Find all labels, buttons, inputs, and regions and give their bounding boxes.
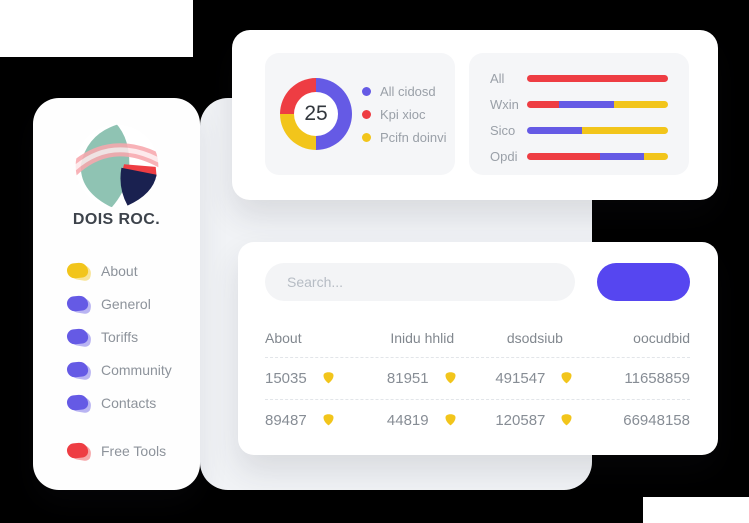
sidebar-nav: About Generol Toriffs Community Contacts Free… <box>33 254 200 467</box>
column-header: dsodsiub <box>506 330 563 346</box>
table-card: About Inidu hhlid dsodsiub oocudbid 15035 819… <box>238 242 718 455</box>
shield-icon <box>321 371 336 386</box>
table-cell: 11658859 <box>592 370 690 387</box>
legend-dot-icon <box>362 86 371 96</box>
bar-segment <box>527 74 668 82</box>
legend-label: Pcifn doinvi <box>380 129 447 145</box>
menu-blob-icon <box>67 329 88 344</box>
legend-item: Kpi xioc <box>362 107 446 122</box>
bar-row-opdi: Opdi <box>490 147 668 166</box>
sidebar-item-free-tools[interactable]: Free Tools <box>33 434 200 467</box>
table-cell: 66948158 <box>592 412 690 429</box>
bar-track <box>527 100 668 108</box>
cell-value: 491547 <box>495 370 546 387</box>
bar-track <box>527 126 668 134</box>
bar-segment <box>614 100 668 108</box>
shield-icon <box>559 413 574 428</box>
shield-icon <box>559 371 574 386</box>
cell-value: 120587 <box>495 411 546 429</box>
table-cell: 15035 <box>265 370 367 387</box>
stats-card: 25 All cidosd Kpi xioc Pcifn doinvi All Wxi… <box>232 30 718 200</box>
sidebar-item-label: Community <box>101 361 172 378</box>
legend-item: Pcifn doinvi <box>362 130 446 145</box>
table-toolbar <box>265 263 690 301</box>
bar-segment <box>644 152 668 160</box>
primary-action-button[interactable] <box>597 263 690 301</box>
brand-logo <box>73 122 161 210</box>
donut-chart-panel: 25 All cidosd Kpi xioc Pcifn doinvi <box>265 53 455 175</box>
bar-segment <box>581 126 668 134</box>
sidebar-item-contacts[interactable]: Contacts <box>33 386 200 419</box>
menu-blob-icon <box>67 362 88 377</box>
bar-label: Opdi <box>490 148 518 164</box>
cell-value: 44819 <box>386 411 429 429</box>
bar-segment <box>527 100 560 108</box>
legend-dot-icon <box>362 132 371 142</box>
search-input[interactable] <box>265 263 575 301</box>
bar-row-all: All <box>490 69 668 88</box>
legend-label: Kpi xioc <box>380 106 426 122</box>
sidebar-item-about[interactable]: About <box>33 254 200 287</box>
cell-value: 15035 <box>265 370 307 387</box>
sidebar-item-toriffs[interactable]: Toriffs <box>33 320 200 353</box>
sidebar-item-label: Free Tools <box>101 442 167 459</box>
bar-segment <box>600 152 645 160</box>
bar-segment <box>527 126 582 134</box>
column-header: Inidu hhlid <box>390 330 455 346</box>
shield-icon <box>443 413 458 428</box>
menu-blob-icon <box>67 296 88 311</box>
legend-item: All cidosd <box>362 84 446 99</box>
brand-name: DOIS ROC. <box>72 211 161 228</box>
table-row: 15035 81951 491547 11658859 <box>265 358 690 400</box>
menu-blob-icon <box>67 443 88 458</box>
table-header-row: About Inidu hhlid dsodsiub oocudbid <box>265 319 690 358</box>
data-table: About Inidu hhlid dsodsiub oocudbid 15035 819… <box>265 319 690 440</box>
sidebar: DOIS ROC. About Generol Toriffs Community Co… <box>33 98 200 490</box>
bar-label: Sico <box>490 122 516 138</box>
background-rect-bottom-right <box>643 497 749 523</box>
sidebar-item-label: Contacts <box>101 394 157 411</box>
cell-value: 89487 <box>265 411 307 429</box>
table-cell: 491547 <box>478 370 593 387</box>
table-cell: 81951 <box>367 370 478 387</box>
cell-value: 81951 <box>386 370 429 387</box>
bar-label: Wxin <box>490 96 519 112</box>
cell-value: 66948158 <box>623 411 690 429</box>
bar-track <box>527 152 668 160</box>
sidebar-item-community[interactable]: Community <box>33 353 200 386</box>
bar-segment <box>527 152 601 160</box>
donut-legend: All cidosd Kpi xioc Pcifn doinvi <box>362 84 446 145</box>
shield-icon <box>321 413 336 428</box>
donut-chart: 25 <box>280 78 352 150</box>
bar-row-sico: Sico <box>490 121 668 140</box>
cell-value: 11658859 <box>624 370 690 387</box>
shield-icon <box>443 371 458 386</box>
legend-label: All cidosd <box>380 83 436 99</box>
background-rect-top-left <box>0 0 193 57</box>
sidebar-item-label: Toriffs <box>101 328 139 345</box>
table-cell: 44819 <box>367 412 478 429</box>
sidebar-item-label: About <box>101 262 138 279</box>
sidebar-item-label: Generol <box>101 295 151 312</box>
stacked-bars-panel: All Wxin Sico Opdi <box>469 53 689 175</box>
bar-segment <box>559 100 615 108</box>
table-cell: 120587 <box>478 412 593 429</box>
donut-center-value: 25 <box>294 92 338 136</box>
bar-track <box>527 74 668 82</box>
table-row: 89487 44819 120587 66948158 <box>265 400 690 440</box>
sidebar-item-generol[interactable]: Generol <box>33 287 200 320</box>
table-cell: 89487 <box>265 412 367 429</box>
column-header: oocudbid <box>633 330 690 346</box>
menu-blob-icon <box>67 263 88 278</box>
bar-label: All <box>490 70 505 86</box>
legend-dot-icon <box>362 109 371 119</box>
logo-icon <box>75 124 159 208</box>
bar-row-wxin: Wxin <box>490 95 668 114</box>
menu-blob-icon <box>67 395 88 410</box>
column-header: About <box>265 330 302 346</box>
